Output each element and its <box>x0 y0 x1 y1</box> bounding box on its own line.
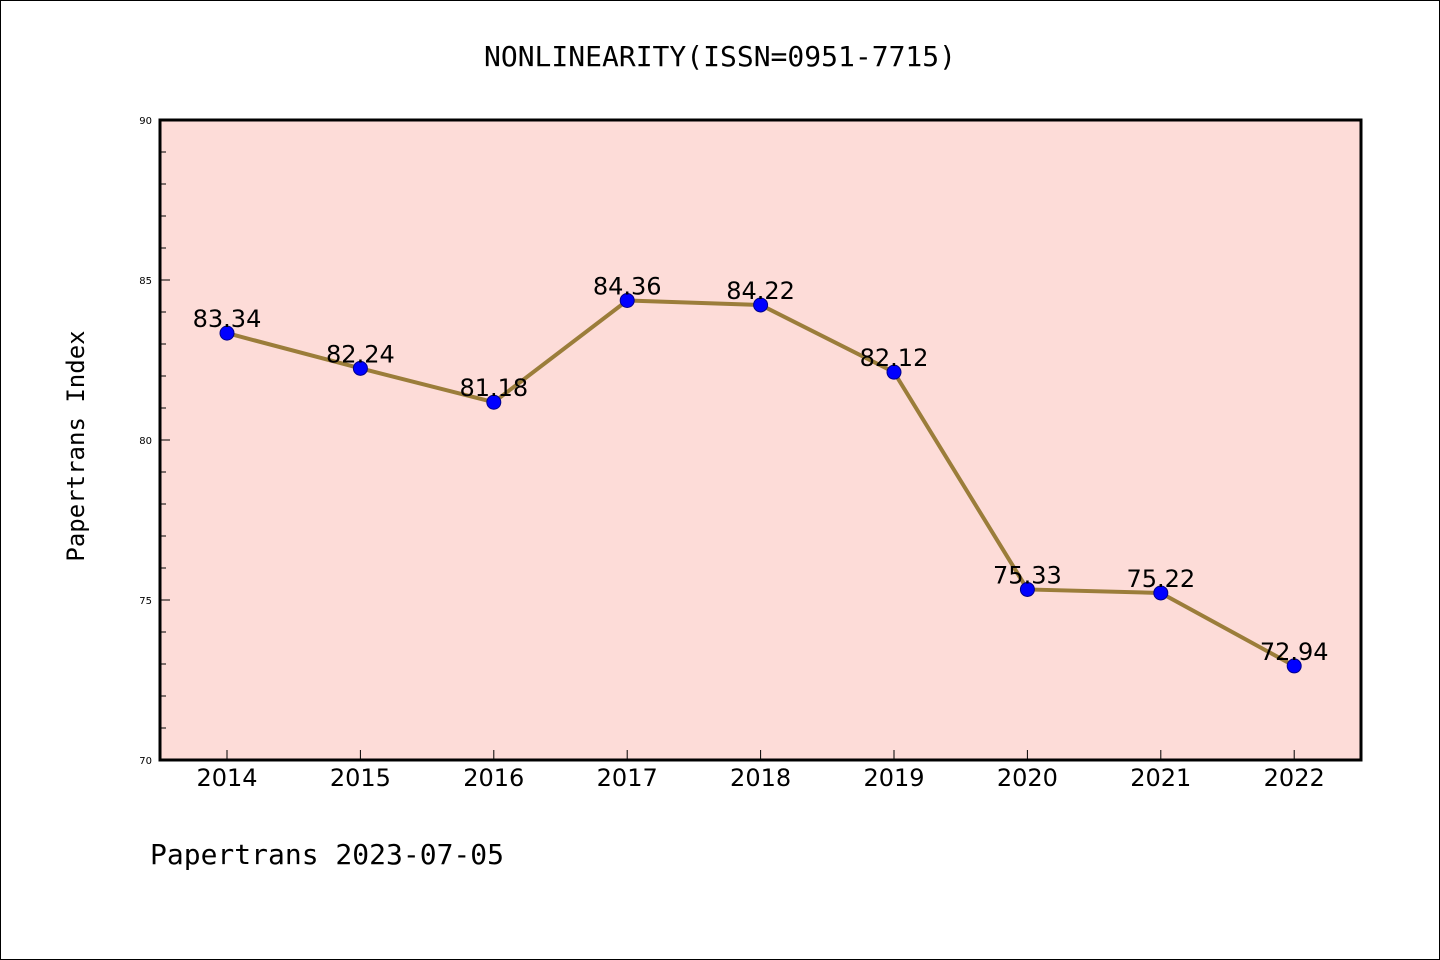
data-label: 84.22 <box>726 277 795 305</box>
y-tick-label: 80 <box>139 436 152 447</box>
footer-date: Papertrans 2023-07-05 <box>150 838 504 871</box>
data-label: 82.12 <box>860 344 929 372</box>
data-point <box>886 364 902 380</box>
y-tick-label: 85 <box>139 276 152 287</box>
x-tick-label: 2022 <box>1264 764 1325 792</box>
data-label: 75.33 <box>993 561 1062 589</box>
x-tick-label: 2015 <box>330 764 391 792</box>
y-tick-label: 70 <box>139 756 152 767</box>
data-point <box>219 325 235 341</box>
data-label: 81.18 <box>459 374 528 402</box>
data-label: 72.94 <box>1260 638 1329 666</box>
data-label: 83.34 <box>193 305 262 333</box>
chart-title: NONLINEARITY(ISSN=0951-7715) <box>484 40 956 73</box>
x-tick-label: 2020 <box>997 764 1058 792</box>
y-tick-label: 75 <box>139 596 152 607</box>
data-label: 84.36 <box>593 272 662 300</box>
y-axis: 70 75 80 85 90 <box>139 116 170 767</box>
x-tick-label: 2019 <box>863 764 924 792</box>
x-tick-label: 2017 <box>597 764 658 792</box>
data-point <box>1286 658 1302 674</box>
data-point <box>1153 585 1169 601</box>
y-axis-label: Papertrans Index <box>62 330 90 561</box>
data-points <box>219 292 1302 674</box>
data-point <box>619 292 635 308</box>
x-tick-label: 2021 <box>1130 764 1191 792</box>
data-point <box>352 360 368 376</box>
data-label: 75.22 <box>1126 565 1195 593</box>
data-labels: 83.34 82.24 81.18 84.36 84.22 82.12 75.33 75.22… <box>193 272 1329 665</box>
data-point <box>486 394 502 410</box>
x-tick-label: 2016 <box>463 764 524 792</box>
data-point <box>1019 581 1035 597</box>
plot-area <box>158 118 1363 762</box>
x-tick-label: 2018 <box>730 764 791 792</box>
x-tick-label: 2014 <box>196 764 257 792</box>
y-tick-label: 90 <box>139 116 152 127</box>
data-point <box>753 297 769 313</box>
x-axis: 2014 2015 2016 2017 2018 2019 2020 2021 2022 <box>196 750 1325 792</box>
data-label: 82.24 <box>326 340 395 368</box>
